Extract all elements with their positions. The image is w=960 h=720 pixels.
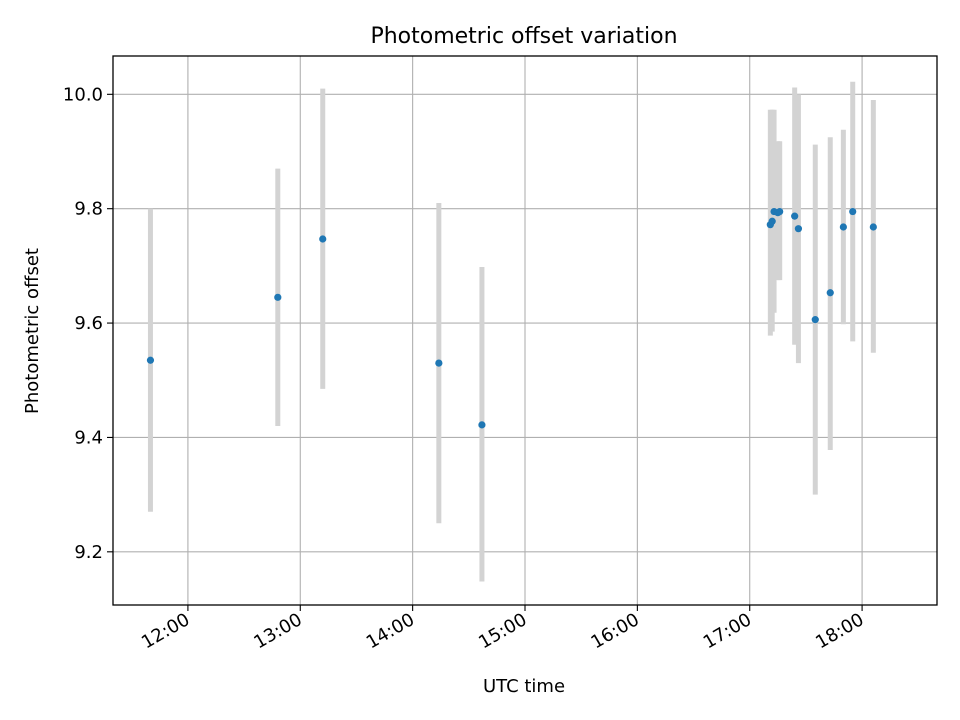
data-point (435, 359, 443, 367)
y-tick-label: 9.8 (74, 199, 103, 220)
data-point (791, 212, 799, 220)
y-tick-label: 9.4 (74, 427, 103, 448)
chart-title: Photometric offset variation (370, 24, 677, 49)
data-points (146, 207, 877, 429)
data-point (869, 223, 877, 231)
data-point (811, 316, 819, 324)
data-point (839, 223, 847, 231)
data-point (826, 289, 834, 297)
data-point (146, 356, 155, 364)
data-point (794, 225, 803, 233)
data-point (319, 235, 327, 243)
data-point (768, 217, 776, 225)
data-point (776, 207, 784, 216)
y-tick-label: 9.2 (74, 542, 103, 563)
y-axis-ticks: 9.2 9.4 9.6 9.8 10.0 (63, 84, 113, 563)
y-tick-label: 10.0 (63, 84, 103, 105)
y-axis-label: Photometric offset (22, 248, 43, 414)
data-point (849, 207, 857, 216)
x-axis-label: UTC time (483, 676, 565, 697)
y-tick-label: 9.6 (74, 313, 103, 334)
data-point (478, 421, 486, 429)
data-point (274, 293, 282, 301)
